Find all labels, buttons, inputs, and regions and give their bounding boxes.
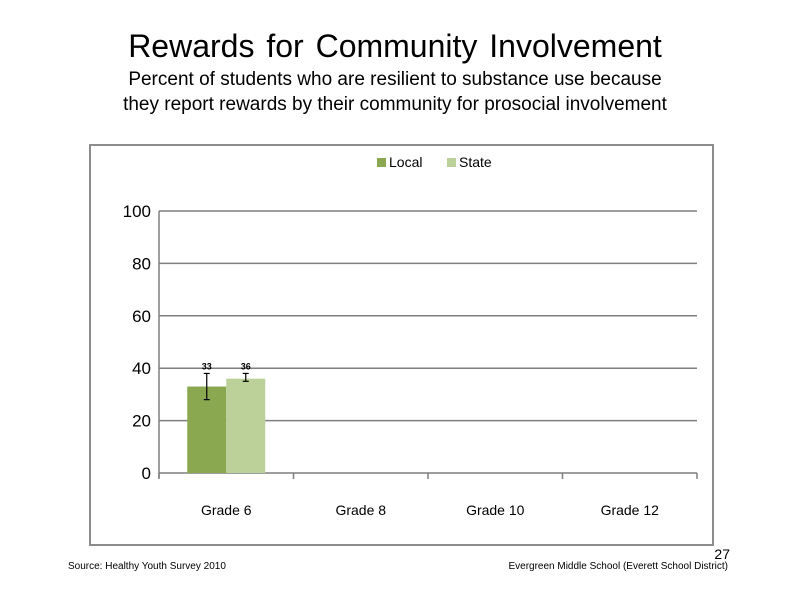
y-tick-label: 100 [123,202,151,221]
x-tick-label: Grade 8 [335,502,386,518]
y-tick-label: 20 [132,412,151,431]
x-tick-label: Grade 10 [466,502,525,518]
legend-swatch-state [447,158,456,167]
chart-frame: 0 20 40 60 80 100 Grade 6 Grade 8 Grade 10 Grade … [89,144,714,546]
source-note: Source: Healthy Youth Survey 2010 [68,561,226,572]
y-tick-label: 0 [142,464,151,483]
school-name: Evergreen Middle School (Everett School … [508,561,728,572]
legend-label-state: State [459,154,492,170]
x-tick-label: Grade 12 [601,502,660,518]
y-tick-label: 40 [132,359,151,378]
page-number: 27 [714,546,730,562]
x-tick-label: Grade 6 [201,502,252,518]
data-label: 33 [202,361,212,371]
bar-local [187,386,227,473]
data-label: 36 [241,361,251,371]
slide-subtitle: Percent of students who are resilient to… [123,69,667,115]
legend-swatch-local [377,158,386,167]
slide-title: Rewards for Community Involvement [128,28,662,64]
legend-label-local: Local [389,154,422,170]
y-tick-label: 60 [132,307,151,326]
bar-state [226,378,266,473]
chart: 0 20 40 60 80 100 Grade 6 Grade 8 Grade 10 Grade … [123,154,698,518]
y-tick-label: 80 [132,254,151,273]
